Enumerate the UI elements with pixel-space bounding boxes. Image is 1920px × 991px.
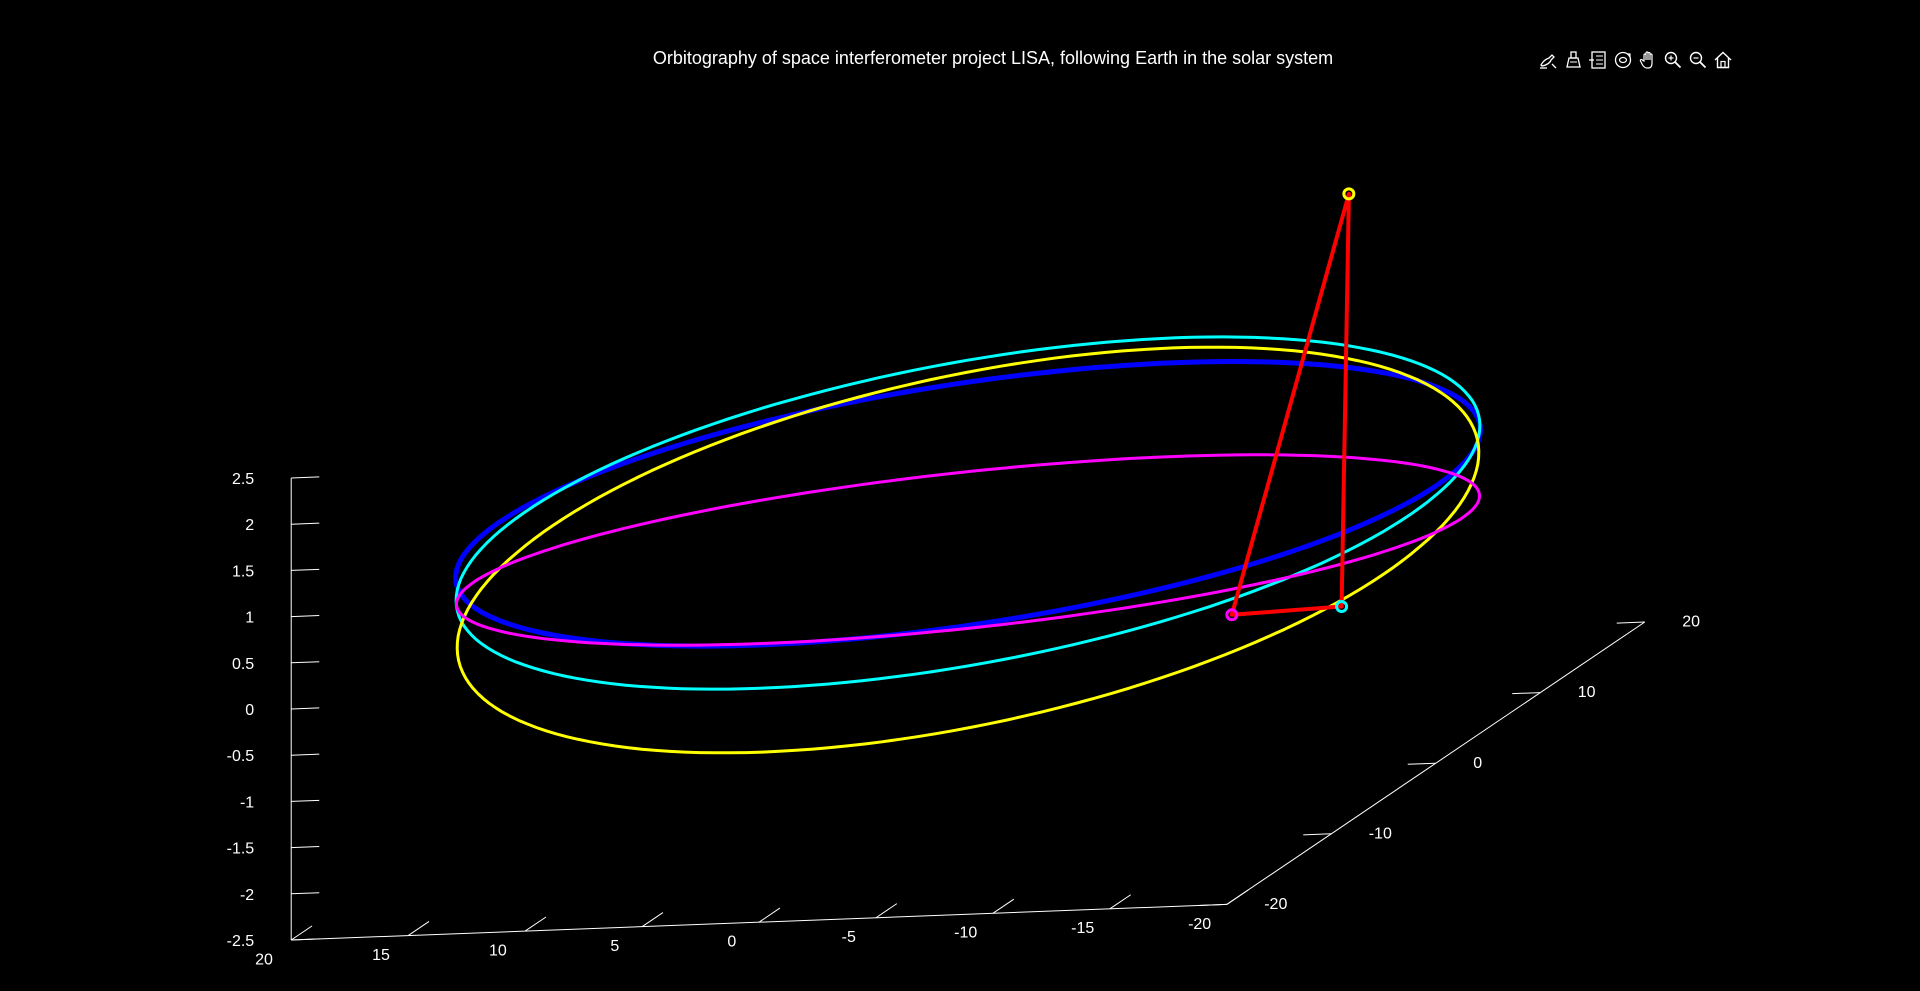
home-button[interactable] (1711, 48, 1735, 72)
z-tick (291, 476, 320, 479)
zoom-out-icon (1689, 51, 1707, 69)
z-tick (291, 661, 320, 664)
z-tick-label: 1.5 (232, 563, 254, 580)
axes-toolbar (1536, 48, 1735, 72)
y-tick-label: 0 (1473, 755, 1482, 772)
zoom-in-icon (1664, 51, 1682, 69)
x-tick (758, 907, 781, 923)
brush-button[interactable] (1536, 48, 1560, 72)
lisa-triangle (1229, 191, 1351, 617)
z-tick (291, 938, 320, 941)
orbit-line-2 (454, 335, 1482, 691)
spacecraft-markers (1225, 187, 1356, 622)
spacecraft-marker-2 (1225, 608, 1239, 622)
y-tick (1407, 762, 1436, 765)
y-tick-label: -20 (1264, 896, 1287, 913)
y-tick (1616, 621, 1645, 624)
z-tick-label: -0.5 (227, 748, 255, 765)
orbit-line-4 (455, 453, 1481, 647)
orbit-group (453, 335, 1483, 755)
lisa-triangle-edges (1229, 191, 1351, 617)
y-tick (1303, 833, 1332, 836)
z-tick (291, 753, 320, 756)
y-tick-label: 20 (1682, 614, 1700, 631)
z-tick (291, 568, 320, 571)
y-tick-label: 10 (1578, 684, 1596, 701)
z-tick (291, 522, 320, 525)
x-tick-label: -20 (1188, 916, 1211, 933)
x-tick (992, 898, 1015, 914)
pan-button[interactable] (1636, 48, 1660, 72)
z-tick-label: 1 (245, 610, 254, 627)
y-tick (1512, 692, 1541, 695)
z-tick-label: 0 (245, 702, 254, 719)
x-tick (641, 912, 664, 928)
z-tick-label: 2.5 (232, 471, 254, 488)
x-tick-label: -15 (1071, 920, 1094, 937)
x-tick-label: -5 (842, 929, 856, 946)
x-tick-label: 20 (255, 951, 273, 968)
x-tick (1109, 894, 1132, 910)
zoom-in-button[interactable] (1661, 48, 1685, 72)
x-tick (290, 925, 313, 941)
x-tick-label: -10 (954, 925, 977, 942)
axes-3d: 20 15 10 5 0 -5 -10 -15 -20-20-10010202.521.510.… (227, 471, 1701, 968)
x-tick (1226, 889, 1248, 905)
x-tick (407, 921, 430, 936)
x-tick-label: 15 (372, 947, 390, 964)
z-tick (291, 799, 320, 802)
y-tick (1198, 903, 1227, 906)
rotate-3d-button[interactable] (1611, 48, 1635, 72)
x-tick-label: 0 (727, 934, 736, 951)
pan-icon (1639, 51, 1653, 69)
spacecraft-marker-1 (1342, 187, 1356, 201)
legend-icon (1589, 51, 1606, 69)
z-tick (291, 707, 320, 710)
x-tick-label: 10 (489, 942, 507, 959)
z-tick (291, 892, 320, 895)
x-tick (875, 903, 898, 919)
z-tick-label: 0.5 (232, 656, 254, 673)
x-tick-label: 5 (610, 938, 619, 955)
z-tick-label: -2 (240, 887, 254, 904)
spacecraft-marker-3 (1335, 600, 1349, 614)
zoom-out-button[interactable] (1686, 48, 1710, 72)
orbit-line-1 (453, 359, 1483, 649)
data-cursor-icon (1566, 51, 1581, 68)
z-tick (291, 846, 320, 849)
brush-icon (1540, 54, 1557, 69)
z-tick-label: -1.5 (227, 841, 255, 858)
legend-button[interactable] (1586, 48, 1610, 72)
z-tick-label: 2 (245, 517, 254, 534)
z-tick (291, 615, 320, 618)
chart-title: Orbitography of space interferometer pro… (652, 48, 1334, 68)
z-tick-label: -1 (240, 794, 254, 811)
y-tick-label: -10 (1369, 825, 1392, 842)
home-icon (1714, 51, 1732, 69)
z-tick-label: -2.5 (227, 933, 255, 950)
data-cursor-button[interactable] (1561, 48, 1585, 72)
x-tick (524, 916, 547, 932)
rotate-3d-icon (1614, 51, 1632, 69)
